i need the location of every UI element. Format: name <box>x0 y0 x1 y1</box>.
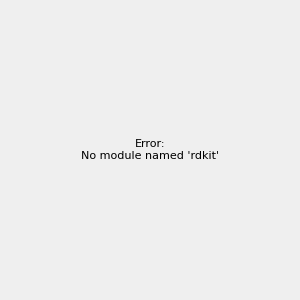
Text: Error:
No module named 'rdkit': Error: No module named 'rdkit' <box>81 139 219 161</box>
